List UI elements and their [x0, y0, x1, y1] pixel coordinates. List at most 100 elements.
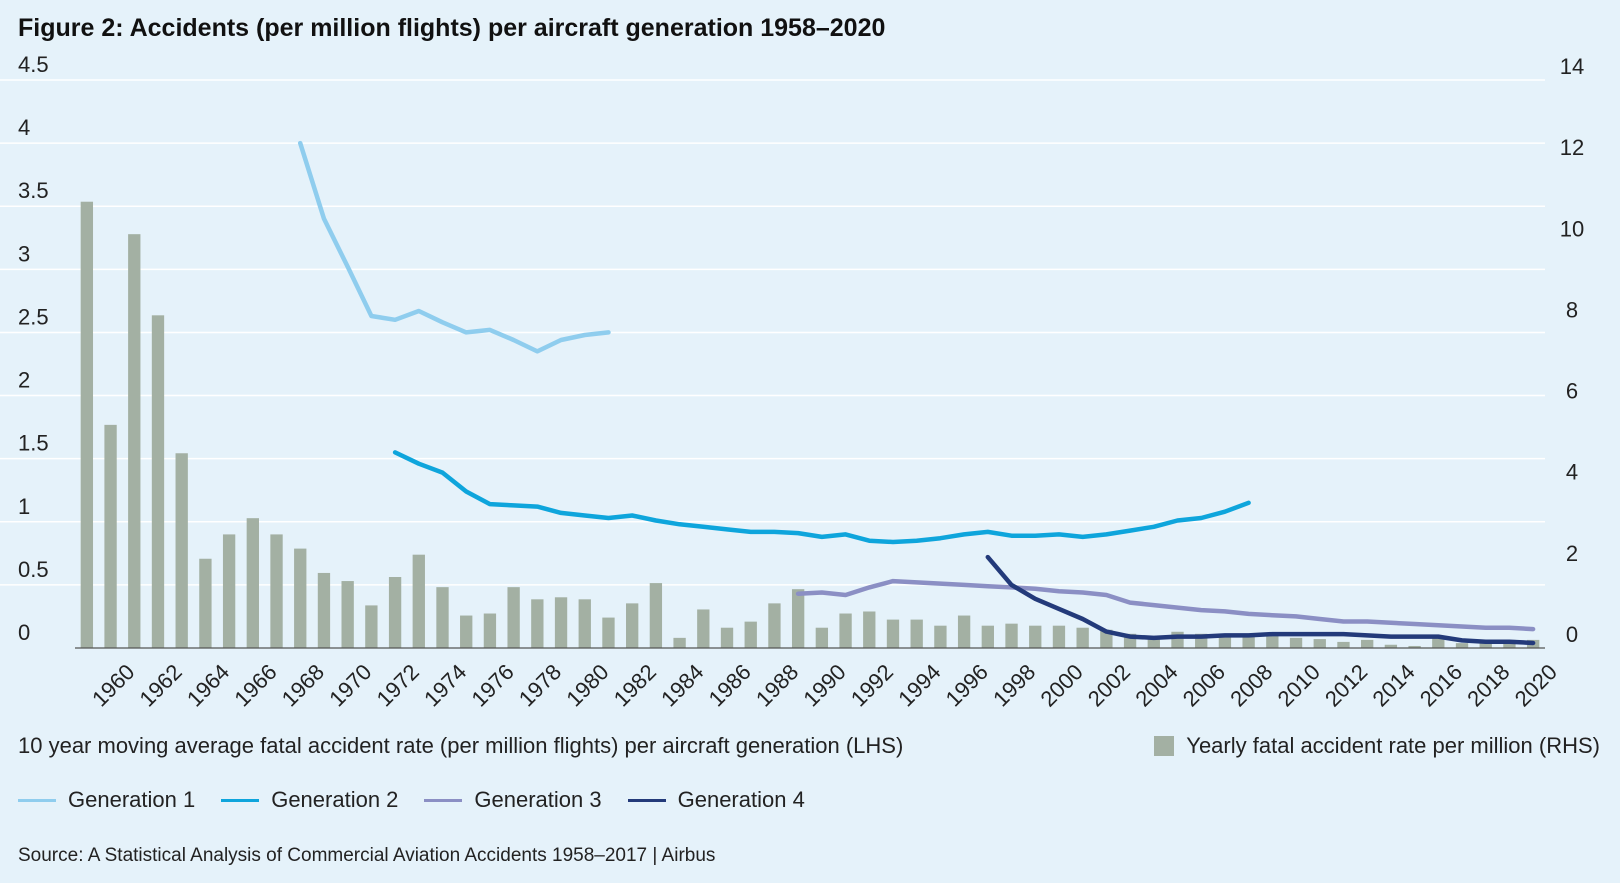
x-tick-label: 1970	[324, 659, 376, 711]
x-tick-label: 1962	[135, 659, 187, 711]
legend-item-generation-4: Generation 4	[627, 787, 805, 813]
left-tick-label: 2.5	[18, 304, 49, 329]
chart-canvas: 00.511.522.533.544.502468101214196019621…	[0, 52, 1584, 711]
x-tick-label: 2012	[1320, 659, 1372, 711]
legend-swatch	[221, 798, 260, 802]
bar	[720, 627, 734, 648]
bar	[1242, 635, 1255, 648]
x-tick-label: 1986	[704, 659, 756, 711]
left-tick-label: 2	[18, 368, 30, 393]
x-tick-label: 2020	[1510, 659, 1562, 711]
legend-label: Generation 1	[68, 787, 196, 812]
bar	[1361, 639, 1374, 648]
bar	[886, 619, 900, 648]
bar	[507, 587, 520, 648]
legend-lines: Generation 1 Generation 2 Generation 3 G…	[18, 787, 831, 813]
bar	[317, 572, 331, 648]
bar	[744, 621, 757, 648]
left-tick-label: 4.5	[18, 52, 49, 77]
left-tick-label: 4	[18, 115, 30, 140]
right-tick-label: 6	[1566, 379, 1578, 404]
source-note: Source: A Statistical Analysis of Commer…	[18, 845, 716, 866]
x-tick-label: 2004	[1130, 659, 1182, 711]
legend-label: Generation 2	[271, 787, 399, 812]
right-tick-label: 8	[1566, 297, 1578, 322]
left-tick-label: 0.5	[18, 557, 49, 582]
left-tick-label: 3	[18, 241, 30, 266]
left-tick-label: 0	[18, 620, 30, 645]
bar	[1029, 625, 1042, 648]
bar	[294, 548, 307, 648]
x-tick-label: 1972	[372, 659, 424, 711]
bar	[839, 613, 852, 648]
bar	[1266, 635, 1279, 648]
legend-caption: 10 year moving average fatal accident ra…	[18, 733, 904, 758]
bar	[246, 518, 259, 648]
x-tick-label: 1988	[751, 659, 803, 711]
x-tick-label: 1966	[229, 659, 281, 711]
x-tick-label: 1992	[846, 659, 898, 711]
bar	[1171, 631, 1184, 648]
x-tick-label: 1964	[182, 659, 234, 711]
x-tick-label: 2014	[1367, 659, 1419, 711]
bar	[270, 534, 283, 648]
bar	[222, 534, 236, 648]
right-tick-label: 12	[1560, 135, 1584, 160]
bar	[815, 627, 829, 648]
legend-label: Generation 3	[474, 787, 602, 812]
x-tick-label: 2002	[1083, 659, 1135, 711]
bar	[80, 201, 94, 648]
bar	[128, 234, 141, 648]
x-tick-label: 2010	[1273, 659, 1325, 711]
x-tick-label: 1968	[277, 659, 329, 711]
bar	[649, 583, 663, 648]
left-tick-label: 1	[18, 494, 30, 519]
bar	[1005, 623, 1018, 648]
bar	[341, 581, 354, 648]
bar	[483, 613, 497, 648]
legend-bar-swatch	[1154, 736, 1175, 756]
x-tick-label: 2018	[1462, 659, 1514, 711]
x-tick-label: 1974	[419, 659, 471, 711]
series-line-generation-3	[795, 578, 1536, 632]
x-tick-label: 2000	[1036, 659, 1088, 711]
bar	[175, 453, 188, 648]
bar	[578, 599, 591, 648]
bar	[1408, 645, 1421, 648]
bar	[531, 599, 544, 648]
bar	[1432, 637, 1445, 648]
x-tick-label: 1996	[941, 659, 993, 711]
bar	[151, 315, 165, 648]
bar	[791, 589, 805, 648]
bar	[1076, 627, 1089, 648]
chart-title: Figure 2: Accidents (per million flights…	[18, 14, 886, 42]
bar	[934, 625, 947, 648]
bar	[412, 554, 425, 648]
legend-item-generation-2: Generation 2	[221, 787, 398, 813]
bar	[104, 424, 117, 648]
x-tick-label: 1978	[514, 659, 566, 711]
x-tick-label: 1960	[87, 659, 139, 711]
bar	[554, 597, 568, 648]
x-tick-label: 2008	[1225, 659, 1277, 711]
bar	[1313, 639, 1326, 648]
bar	[957, 615, 971, 648]
x-tick-label: 1976	[466, 659, 518, 711]
x-tick-label: 2006	[1178, 659, 1230, 711]
bar	[365, 605, 378, 648]
legend-item-generation-1: Generation 1	[18, 787, 195, 813]
right-tick-label: 2	[1566, 541, 1578, 566]
bar	[1052, 625, 1066, 648]
series-line-generation-2	[392, 450, 1251, 545]
legend-bar-item: Yearly fatal accident rate per million (…	[1154, 733, 1600, 759]
bar	[436, 587, 449, 648]
right-tick-label: 4	[1566, 460, 1578, 485]
bar	[1455, 643, 1469, 648]
x-tick-label: 1998	[988, 659, 1040, 711]
right-tick-label: 14	[1560, 54, 1584, 79]
x-tick-label: 1990	[798, 659, 850, 711]
bar	[602, 617, 615, 648]
bar	[1479, 641, 1492, 648]
bar	[626, 603, 639, 648]
legend-swatch	[424, 798, 463, 802]
